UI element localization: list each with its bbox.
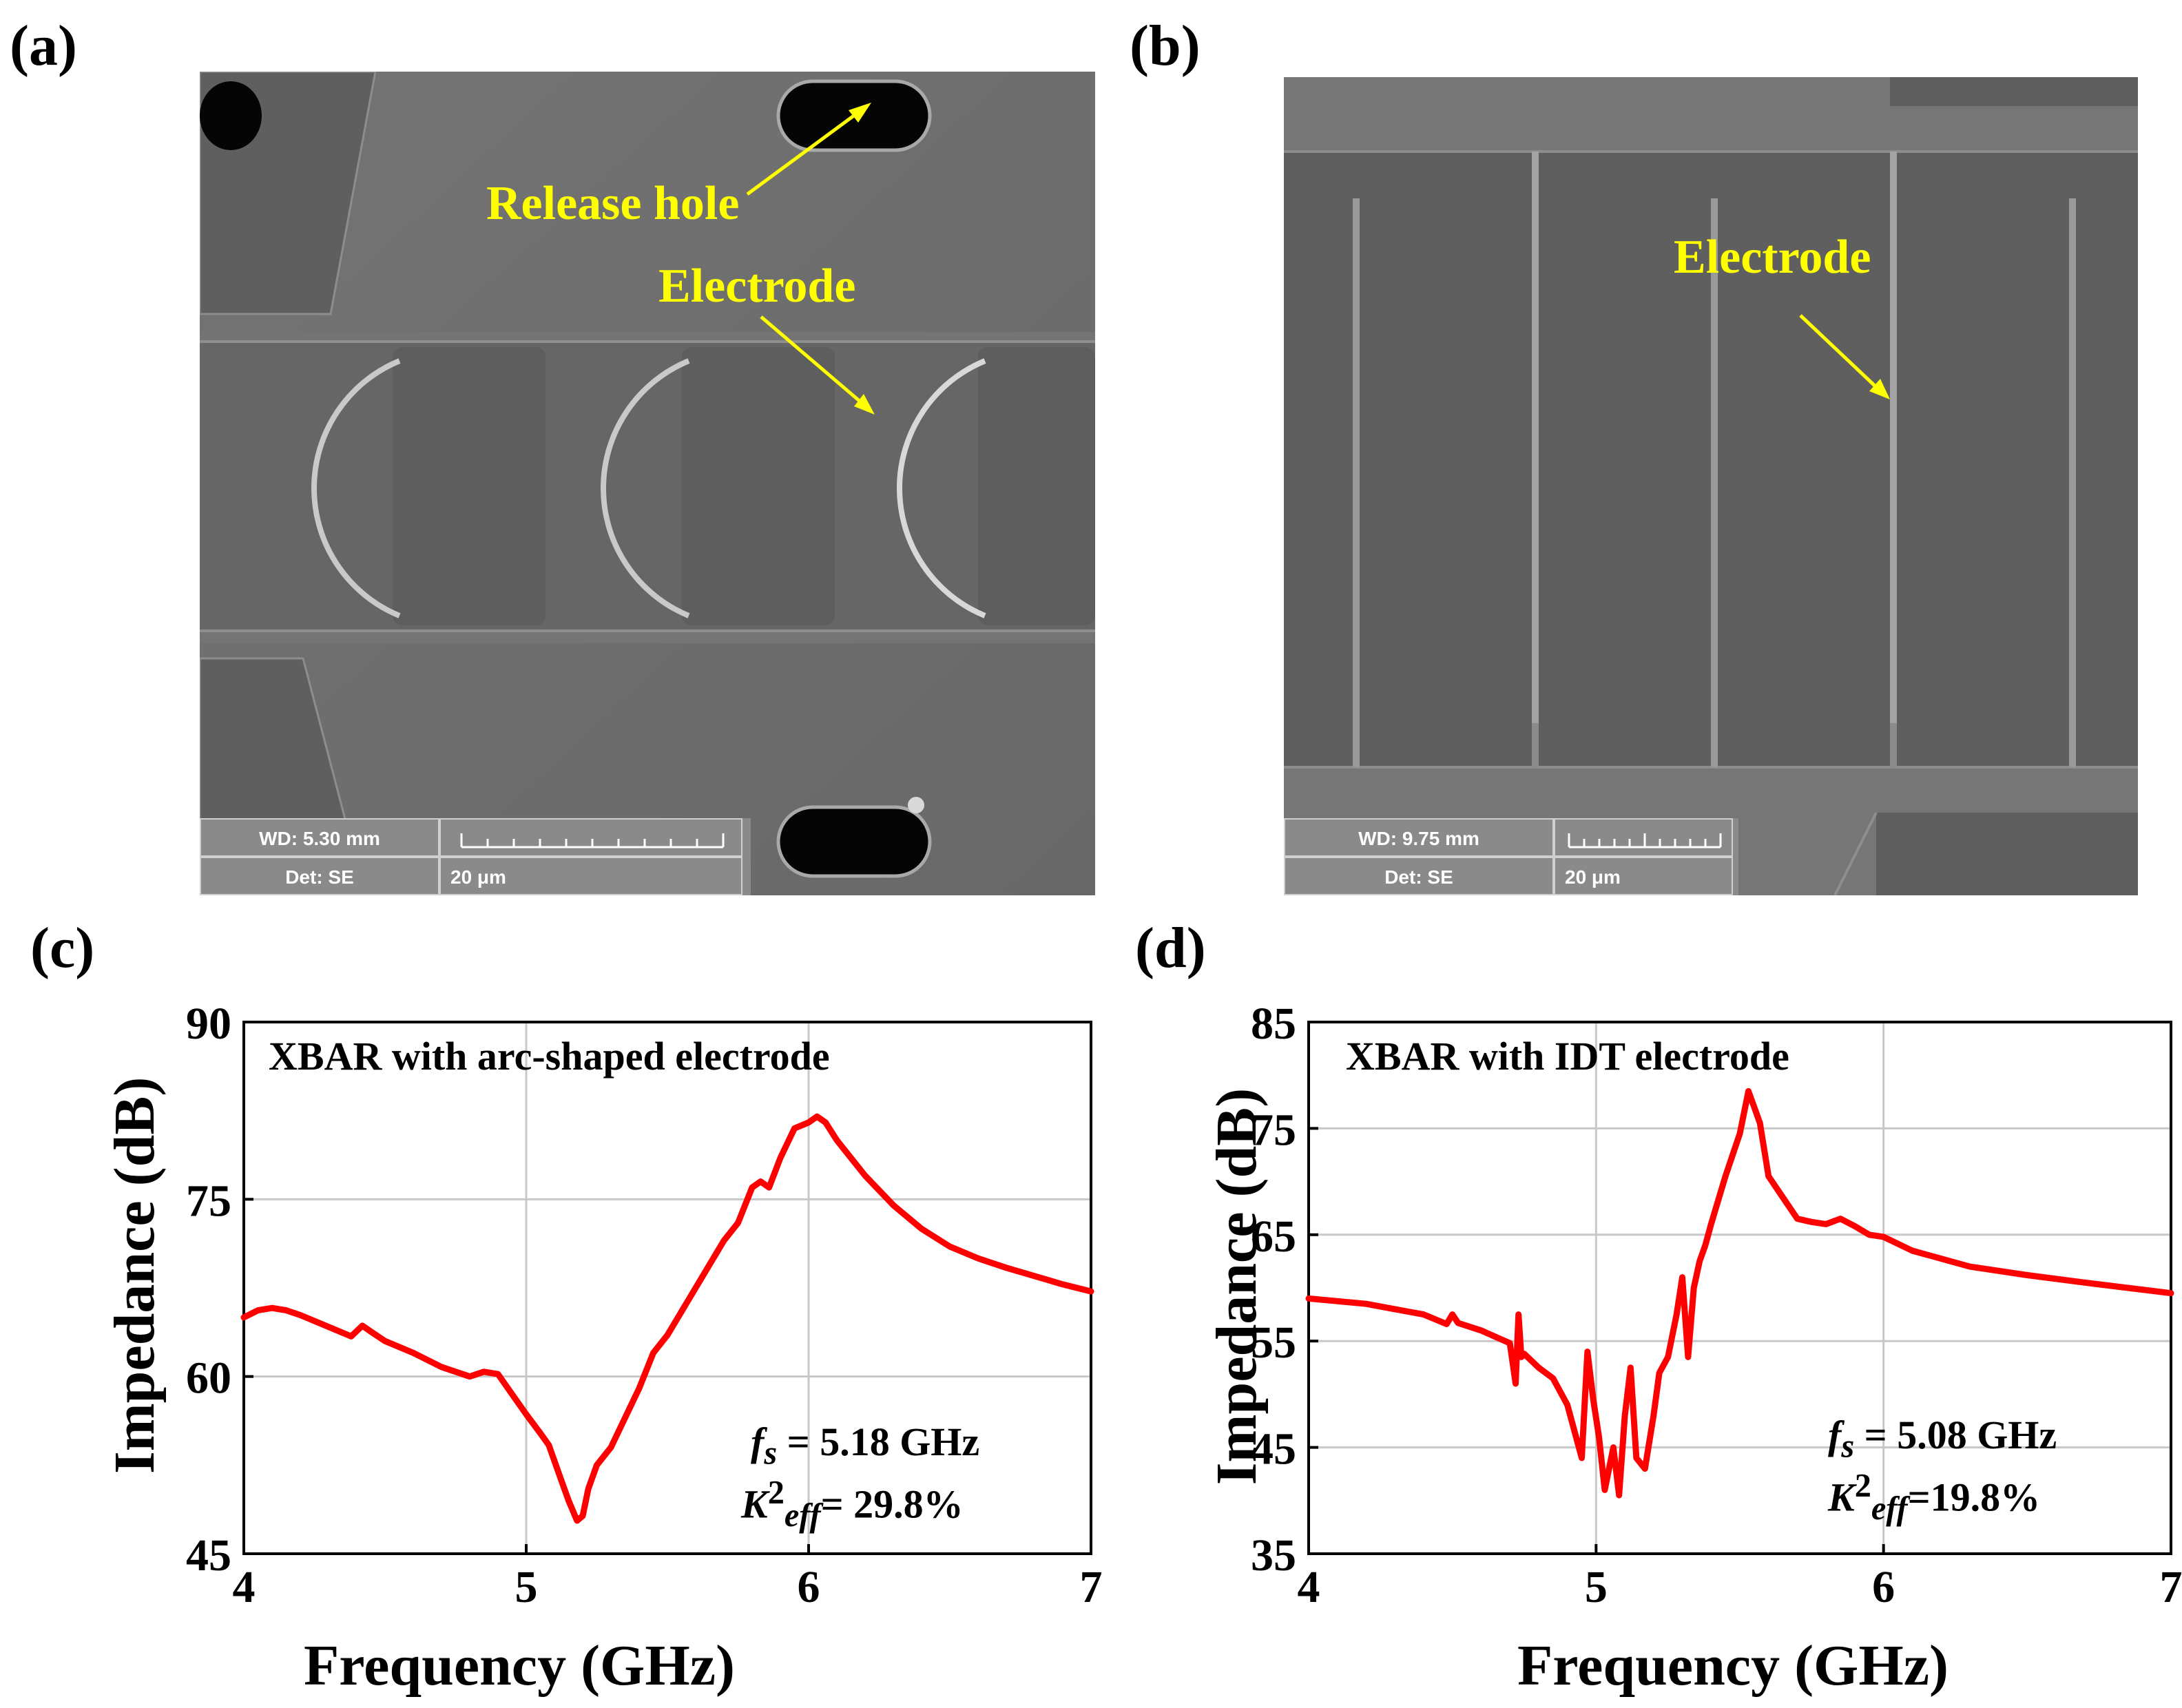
plot-c-k-sub: eff <box>784 1497 821 1534</box>
plot-d-series-line-0 <box>1305 1087 2174 1499</box>
plot-c-xlabel: Frequency (GHz) <box>304 1634 735 1698</box>
plot-c-xtick-label-7: 7 <box>1080 1562 1103 1612</box>
plot-c-title: XBAR with arc-shaped electrode <box>269 1034 830 1079</box>
plot-c-fs: fs = 5.18 GHz <box>751 1419 979 1472</box>
plot-c-k2eff: K2eff= 29.8% <box>741 1474 964 1534</box>
sem-a-wd: WD: 5.30 mm <box>200 818 439 857</box>
plot-d-xtick-label-4: 4 <box>1298 1562 1320 1612</box>
plot-c-ytick-label-75: 75 <box>186 1176 231 1226</box>
plot-c-fs-sub: s <box>764 1435 778 1472</box>
sem-a-drawing <box>200 72 1095 895</box>
plot-c-xtick-label-5: 5 <box>515 1562 538 1612</box>
plot-d-k2eff: K2eff=19.8% <box>1828 1467 2040 1528</box>
plot-c-k-sup: 2 <box>767 1475 785 1511</box>
plot-d-ytick-label-65: 65 <box>1251 1211 1296 1262</box>
sem-b-wd: WD: 9.75 mm <box>1284 818 1554 857</box>
sem-a-infobar: WD: 5.30 mm Det: SE 20 μm <box>200 818 751 895</box>
plot-c-ytick-label-45: 45 <box>186 1530 231 1581</box>
plot-d-xtick-label-5: 5 <box>1585 1562 1608 1612</box>
plot-d-ytick-label-75: 75 <box>1251 1105 1296 1155</box>
panel-label-a: (a) <box>10 14 77 78</box>
plot-d-fs-value: = 5.08 GHz <box>1854 1413 2057 1457</box>
sem-a-scale-label: 20 μm <box>439 857 742 895</box>
plot-d-ytick-label-35: 35 <box>1251 1530 1296 1581</box>
plot-c-ytick-label-90: 90 <box>186 999 231 1049</box>
plot-c-k-value: = 29.8% <box>820 1481 964 1527</box>
plot-c-ytick-label-60: 60 <box>186 1353 231 1404</box>
sem-b-scalebar <box>1554 818 1733 857</box>
plot-d-fs-symbol: f <box>1828 1413 1842 1457</box>
sem-image-arc-electrode: Release hole Electrode WD: 5.30 mm Det: … <box>200 72 1095 895</box>
sem-image-idt-electrode: Electrode WD: 9.75 mm Det: SE 20 μm <box>1284 77 2138 895</box>
plot-d-xtick-label-7: 7 <box>2160 1562 2182 1612</box>
plot-d-title: XBAR with IDT electrode <box>1346 1034 1789 1079</box>
plot-d-xtick-label-6: 6 <box>1872 1562 1895 1612</box>
plot-d-k-symbol: K <box>1828 1475 1855 1520</box>
sem-a-scalebar <box>439 818 742 857</box>
plot-d-plot-frame <box>1307 1021 2172 1555</box>
panel-label-d: (d) <box>1135 916 1206 980</box>
panel-label-c: (c) <box>30 916 95 980</box>
plot-d-ytick-label-45: 45 <box>1251 1424 1296 1475</box>
plot-d-xlabel: Frequency (GHz) <box>1517 1634 1949 1698</box>
electrode-label-b: Electrode <box>1674 231 1871 284</box>
plot-c-k-symbol: K <box>741 1481 768 1527</box>
sem-b-drawing <box>1284 77 2138 895</box>
sem-b-scale-label: 20 μm <box>1554 857 1733 895</box>
plot-c-xtick-label-4: 4 <box>233 1562 256 1612</box>
sem-a-det: Det: SE <box>200 857 439 895</box>
plot-c-xtick-label-6: 6 <box>798 1562 820 1612</box>
plot-c-plot-frame <box>242 1021 1092 1555</box>
panel-label-b: (b) <box>1130 14 1201 78</box>
sem-b-infobar: WD: 9.75 mm Det: SE 20 μm <box>1284 818 1738 895</box>
sem-a-scalebar-ticks <box>460 833 725 848</box>
plot-d-k-sup: 2 <box>1854 1468 1871 1504</box>
plot-d-ytick-label-85: 85 <box>1251 999 1296 1049</box>
sem-b-det: Det: SE <box>1284 857 1554 895</box>
plot-d-k-value: =19.8% <box>1907 1475 2041 1520</box>
plot-c-fs-value: = 5.18 GHz <box>777 1419 980 1464</box>
plot-d-fs: fs = 5.08 GHz <box>1828 1412 2057 1466</box>
plot-c-fs-symbol: f <box>751 1419 765 1464</box>
plot-d-k-sub: eff <box>1871 1490 1908 1527</box>
plot-d-fs-sub: s <box>1841 1428 1855 1465</box>
plot-c-series-line-0 <box>240 1113 1094 1524</box>
release-hole-label: Release hole <box>486 177 740 230</box>
plot-d-ytick-label-55: 55 <box>1251 1318 1296 1368</box>
sem-b-scalebar-ticks <box>1568 833 1722 848</box>
electrode-label-a: Electrode <box>658 260 856 313</box>
